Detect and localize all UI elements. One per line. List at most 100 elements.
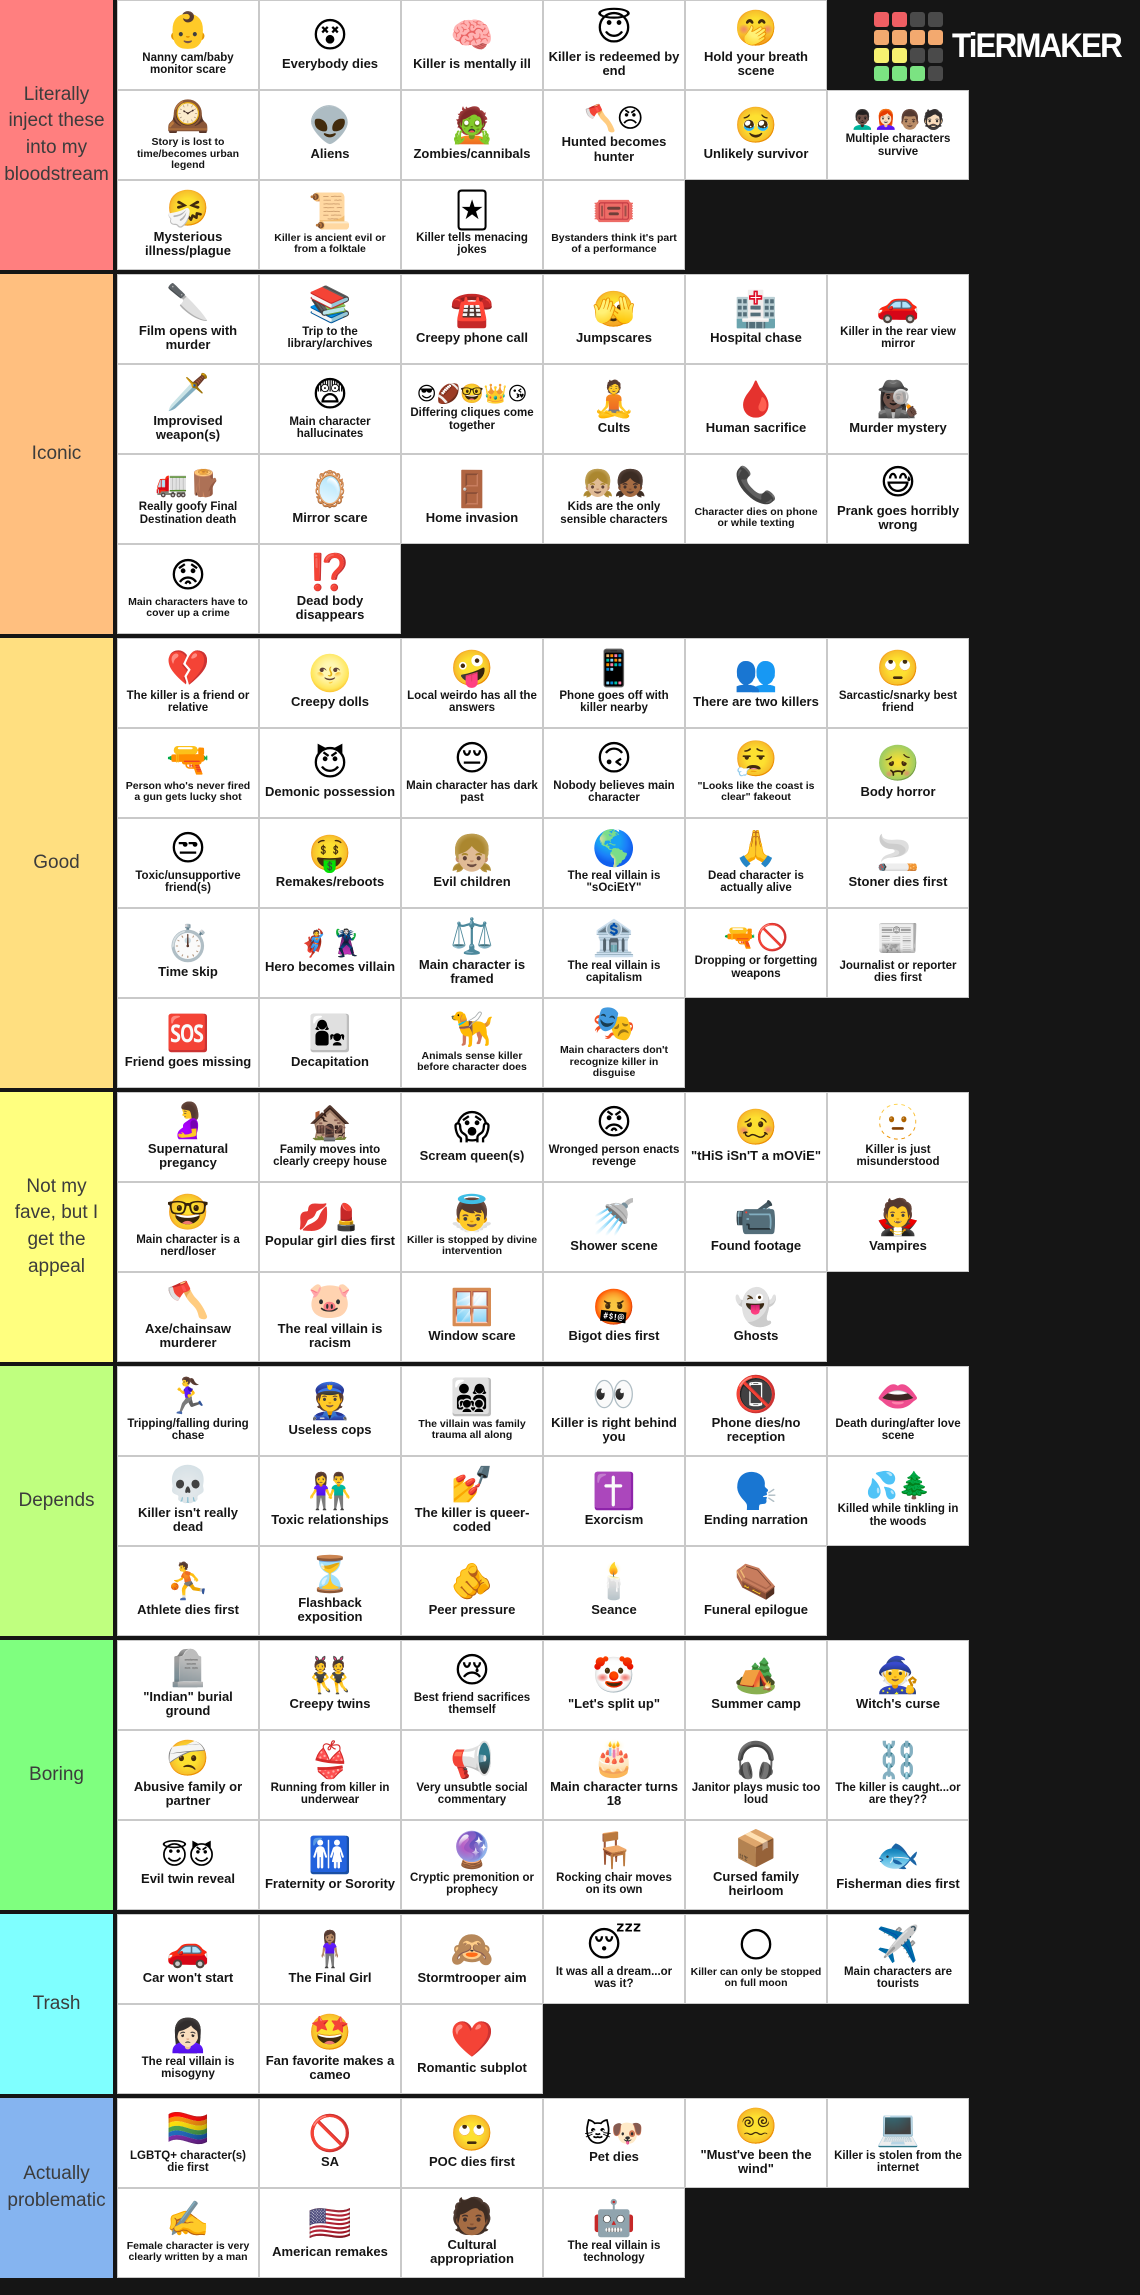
tier-cell[interactable]: 📞 Character dies on phone or while textin… xyxy=(685,454,827,544)
tier-cell[interactable]: 💀 Killer isn't really dead xyxy=(117,1456,259,1546)
tier-label[interactable]: Iconic xyxy=(0,274,113,634)
tier-cell[interactable]: ❤️ Romantic subplot xyxy=(401,2004,543,2094)
tier-cell[interactable]: 📢 Very unsubtle social commentary xyxy=(401,1730,543,1820)
tier-cell[interactable]: 🏥 Hospital chase xyxy=(685,274,827,364)
tier-cell[interactable]: 🆘 Friend goes missing xyxy=(117,998,259,1088)
tier-cell[interactable]: 📜 Killer is ancient evil or from a folkta… xyxy=(259,180,401,270)
tier-cell[interactable]: 🧑🏾 Cultural appropriation xyxy=(401,2188,543,2278)
tier-cell[interactable]: 😎🏈🤓👑😘 Differing cliques come together xyxy=(401,364,543,454)
tier-cell[interactable]: 🧠 Killer is mentally ill xyxy=(401,0,543,90)
tiermaker-logo[interactable]: TiERMAKER xyxy=(874,12,1136,81)
tier-cell[interactable]: 🏳️‍🌈 LGBTQ+ character(s) die first xyxy=(117,2098,259,2188)
tier-cell[interactable]: 👨🏿‍🦱👩🏻‍🦰👨🏽🧔🏻 Multiple characters survive xyxy=(827,90,969,180)
tier-cell[interactable]: 👻 Ghosts xyxy=(685,1272,827,1362)
tier-cell[interactable]: 👩‍👧 Decapitation xyxy=(259,998,401,1088)
tier-cell[interactable]: 🎂 Main character turns 18 xyxy=(543,1730,685,1820)
tier-cell[interactable]: 🤖 The real villain is technology xyxy=(543,2188,685,2278)
tier-cell[interactable]: 🤓 Main character is a nerd/loser xyxy=(117,1182,259,1272)
tier-cell[interactable]: 🤡 "Let's split up" xyxy=(543,1640,685,1730)
tier-cell[interactable]: 🔫🚫 Dropping or forgetting weapons xyxy=(685,908,827,998)
tier-cell[interactable]: 👫 Toxic relationships xyxy=(259,1456,401,1546)
tier-cell[interactable]: ✍️ Female character is very clearly writt… xyxy=(117,2188,259,2278)
tier-cell[interactable]: ⏱️ Time skip xyxy=(117,908,259,998)
tier-cell[interactable]: 😔 Main character has dark past xyxy=(401,728,543,818)
tier-cell[interactable]: 😵‍💫 "Must've been the wind" xyxy=(685,2098,827,2188)
tier-cell[interactable]: 😇😈 Evil twin reveal xyxy=(117,1820,259,1910)
tier-cell[interactable]: 🤰 Supernatural pregancy xyxy=(117,1092,259,1182)
tier-cell[interactable]: 👼 Killer is stopped by divine interventio… xyxy=(401,1182,543,1272)
tier-cell[interactable]: 📚 Trip to the library/archives xyxy=(259,274,401,364)
tier-cell[interactable]: 🌎 The real villain is "sOciEtY" xyxy=(543,818,685,908)
tier-cell[interactable]: ⛓️ The killer is caught...or are they?? xyxy=(827,1730,969,1820)
tier-cell[interactable]: ⚖️ Main character is framed xyxy=(401,908,543,998)
tier-cell[interactable]: 🇺🇸 American remakes xyxy=(259,2188,401,2278)
tier-cell[interactable]: 👯 Creepy twins xyxy=(259,1640,401,1730)
tier-cell[interactable]: 🤢 Body horror xyxy=(827,728,969,818)
tier-cell[interactable]: 🥹 Unlikely survivor xyxy=(685,90,827,180)
tier-cell[interactable]: 🙃 Nobody believes main character xyxy=(543,728,685,818)
tier-cell[interactable]: 💋💄 Popular girl dies first xyxy=(259,1182,401,1272)
tier-cell[interactable]: 🌝 Creepy dolls xyxy=(259,638,401,728)
tier-cell[interactable]: 🚗 Car won't start xyxy=(117,1914,259,2004)
tier-cell[interactable]: 🎧 Janitor plays music too loud xyxy=(685,1730,827,1820)
tier-cell[interactable]: 🪦 "Indian" burial ground xyxy=(117,1640,259,1730)
tier-cell[interactable]: 👙 Running from killer in underwear xyxy=(259,1730,401,1820)
tier-cell[interactable]: 😡 Wronged person enacts revenge xyxy=(543,1092,685,1182)
tier-label[interactable]: Boring xyxy=(0,1640,113,1910)
tier-cell[interactable]: 💻 Killer is stolen from the internet xyxy=(827,2098,969,2188)
tier-cell[interactable]: 🪓 Axe/chainsaw murderer xyxy=(117,1272,259,1362)
tier-cell[interactable]: 🔪 Film opens with murder xyxy=(117,274,259,364)
tier-cell[interactable]: 🗣️ Ending narration xyxy=(685,1456,827,1546)
tier-cell[interactable]: 🚗 Killer in the rear view mirror xyxy=(827,274,969,364)
tier-cell[interactable]: 🫵 Peer pressure xyxy=(401,1546,543,1636)
tier-cell[interactable]: 🕯️ Seance xyxy=(543,1546,685,1636)
tier-cell[interactable]: 🤪 Local weirdo has all the answers xyxy=(401,638,543,728)
tier-cell[interactable]: 🩸 Human sacrifice xyxy=(685,364,827,454)
tier-cell[interactable]: 🫥 Killer is just misunderstood xyxy=(827,1092,969,1182)
tier-label[interactable]: Not my fave, but I get the appeal xyxy=(0,1092,113,1362)
tier-cell[interactable]: 👶 Nanny cam/baby monitor scare xyxy=(117,0,259,90)
tier-cell[interactable]: 🙄 Sarcastic/snarky best friend xyxy=(827,638,969,728)
tier-cell[interactable]: 😢 Best friend sacrifices themself xyxy=(401,1640,543,1730)
tier-cell[interactable]: 🪟 Window scare xyxy=(401,1272,543,1362)
tier-cell[interactable]: 🏚️ Family moves into clearly creepy house xyxy=(259,1092,401,1182)
tier-cell[interactable]: 🐟 Fisherman dies first xyxy=(827,1820,969,1910)
tier-cell[interactable]: 🙈 Stormtrooper aim xyxy=(401,1914,543,2004)
tier-cell[interactable]: ⁉️ Dead body disappears xyxy=(259,544,401,634)
tier-cell[interactable]: 💔 The killer is a friend or relative xyxy=(117,638,259,728)
tier-cell[interactable]: 😇 Killer is redeemed by end xyxy=(543,0,685,90)
tier-cell[interactable]: 🏦 The real villain is capitalism xyxy=(543,908,685,998)
tier-cell[interactable]: 😒 Toxic/unsupportive friend(s) xyxy=(117,818,259,908)
tier-cell[interactable]: ✝️ Exorcism xyxy=(543,1456,685,1546)
tier-cell[interactable]: 📦 Cursed family heirloom xyxy=(685,1820,827,1910)
tier-cell[interactable]: 🚪 Home invasion xyxy=(401,454,543,544)
tier-cell[interactable]: 😵 Everybody dies xyxy=(259,0,401,90)
tier-cell[interactable]: 🤑 Remakes/reboots xyxy=(259,818,401,908)
tier-cell[interactable]: 😴 It was all a dream...or was it? xyxy=(543,1914,685,2004)
tier-cell[interactable]: 🏕️ Summer camp xyxy=(685,1640,827,1730)
tier-cell[interactable]: 🦮 Animals sense killer before character d… xyxy=(401,998,543,1088)
tier-cell[interactable]: 💅 The killer is queer-coded xyxy=(401,1456,543,1546)
tier-cell[interactable]: ✈️ Main characters are tourists xyxy=(827,1914,969,2004)
tier-cell[interactable]: 👧🏼 Evil children xyxy=(401,818,543,908)
tier-cell[interactable]: 🪓😠 Hunted becomes hunter xyxy=(543,90,685,180)
tier-label[interactable]: Trash xyxy=(0,1914,113,2094)
tier-cell[interactable]: 🐱🐶 Pet dies xyxy=(543,2098,685,2188)
tier-cell[interactable]: ⏳ Flashback exposition xyxy=(259,1546,401,1636)
tier-cell[interactable]: 🎟️ Bystanders think it's part of a perfor… xyxy=(543,180,685,270)
tier-cell[interactable]: 🙄 POC dies first xyxy=(401,2098,543,2188)
tier-cell[interactable]: 🙏 Dead character is actually alive xyxy=(685,818,827,908)
tier-cell[interactable]: 🗡️ Improvised weapon(s) xyxy=(117,364,259,454)
tier-cell[interactable]: ⚰️ Funeral epilogue xyxy=(685,1546,827,1636)
tier-cell[interactable]: ⛹️ Athlete dies first xyxy=(117,1546,259,1636)
tier-cell[interactable]: 💦🌲 Killed while tinkling in the woods xyxy=(827,1456,969,1546)
tier-cell[interactable]: 🦸🦹 Hero becomes villain xyxy=(259,908,401,998)
tier-cell[interactable]: 😅 Prank goes horribly wrong xyxy=(827,454,969,544)
tier-cell[interactable]: 🤧 Mysterious illness/plague xyxy=(117,180,259,270)
tier-cell[interactable]: 😮‍💨 "Looks like the coast is clear" fakeo… xyxy=(685,728,827,818)
tier-cell[interactable]: 👽 Aliens xyxy=(259,90,401,180)
tier-cell[interactable]: 👨‍👩‍👧‍👦 The villain was family trauma all… xyxy=(401,1366,543,1456)
tier-cell[interactable]: 🏃‍♀️ Tripping/falling during chase xyxy=(117,1366,259,1456)
tier-cell[interactable]: 🌕 Killer can only be stopped on full moon xyxy=(685,1914,827,2004)
tier-cell[interactable]: 😟 Main characters have to cover up a crim… xyxy=(117,544,259,634)
